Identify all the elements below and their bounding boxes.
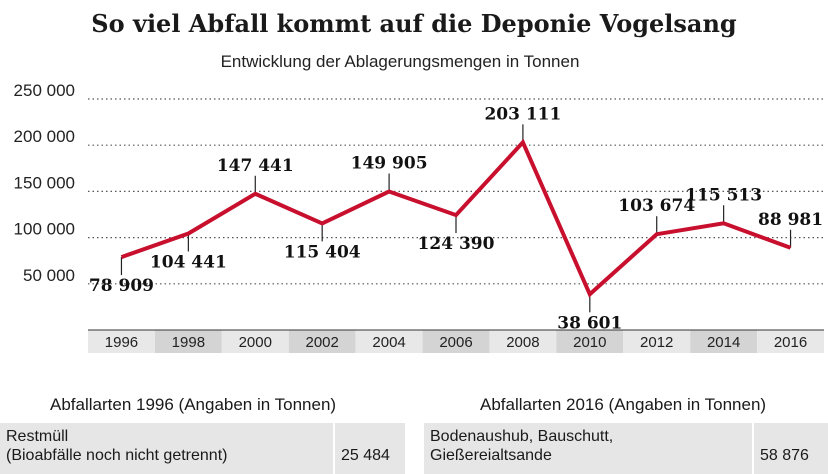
data-label-1996: 78 909: [89, 276, 154, 296]
column-divider: [333, 423, 335, 474]
x-band-cell: [556, 330, 624, 353]
table-cell-category: Restmüll (Bioabfälle noch nicht getrennt…: [0, 423, 333, 474]
x-band-cell: [690, 330, 758, 353]
x-band-cell: [88, 330, 155, 353]
x-tick-label: 2000: [239, 334, 272, 351]
table-row: Bodenaushub, Bauschutt, Gießereialtsande…: [424, 423, 828, 474]
x-tick-label: 2004: [372, 334, 405, 351]
y-tick-label: 100 000: [14, 220, 75, 239]
x-band-cell: [288, 330, 356, 353]
x-tick-label: 2010: [573, 334, 606, 351]
table-title-1996: Abfallarten 1996 (Angaben in Tonnen): [50, 395, 337, 414]
data-label-2006: 124 390: [418, 234, 495, 254]
category-line-1: Bodenaushub, Bauschutt,: [430, 428, 614, 445]
data-label-1998: 104 441: [150, 252, 227, 272]
x-band-cell: [623, 330, 691, 353]
x-tick-label: 2006: [439, 334, 472, 351]
data-label-2016: 88 981: [758, 210, 823, 230]
data-series: [120, 138, 792, 298]
y-axis-ticks: 50 000 100 000 150 000 200 000 250 000: [14, 81, 75, 285]
x-tick-label: 1998: [172, 334, 205, 351]
x-tick-label: 2016: [774, 334, 807, 351]
table-title-2016: Abfallarten 2016 (Angaben in Tonnen): [480, 395, 767, 414]
column-divider: [752, 423, 754, 474]
y-tick-label: 250 000: [14, 81, 75, 100]
x-tick-label: 2012: [640, 334, 673, 351]
data-label-2010: 38 601: [557, 313, 622, 333]
table-row: Restmüll (Bioabfälle noch nicht getrennt…: [0, 423, 405, 474]
x-tick-label: 2002: [305, 334, 338, 351]
x-band-cell: [422, 330, 490, 353]
table-cell-category: Bodenaushub, Bauschutt, Gießereialtsande: [424, 423, 752, 474]
category-line-2: (Bioabfälle noch nicht getrennt): [6, 447, 228, 464]
x-tick-label: 2008: [506, 334, 539, 351]
y-tick-label: 150 000: [14, 173, 75, 192]
data-label-2000: 147 441: [217, 156, 294, 176]
y-tick-label: 50 000: [23, 266, 75, 285]
chart-subtitle: Entwicklung der Ablagerungsmengen in Ton…: [221, 52, 580, 71]
label-leader-lines: [120, 124, 792, 313]
table-cell-value: 25 484: [341, 447, 390, 464]
category-line-1: Restmüll: [6, 428, 69, 445]
category-line-2: Gießereialtsande: [430, 447, 552, 464]
y-tick-label: 200 000: [14, 127, 75, 146]
x-tick-label: 1996: [105, 334, 138, 351]
data-label-2002: 115 404: [284, 242, 361, 262]
data-label-2008: 203 111: [484, 104, 561, 124]
series-line: [120, 138, 792, 298]
gridlines: [88, 98, 824, 285]
data-label-2004: 149 905: [351, 153, 428, 173]
x-band-cell: [355, 330, 423, 353]
x-band-cell: [757, 330, 824, 353]
x-axis-band: 1996 1998 2000 2002 2004 2006 2008 2010 2012 2014…: [88, 329, 824, 353]
data-labels: 78 909 104 441 147 441 115 404 149 905 124 39…: [89, 104, 823, 333]
x-tick-label: 2014: [707, 334, 740, 351]
table-cell-value: 58 876: [760, 447, 809, 464]
x-band-cell: [489, 330, 557, 353]
x-band-cell: [154, 330, 222, 353]
chart-title: So viel Abfall kommt auf die Deponie Vog…: [91, 9, 737, 38]
x-band-cell: [221, 330, 289, 353]
data-label-2012: 103 674: [618, 196, 695, 216]
data-label-2014: 115 513: [685, 185, 762, 205]
